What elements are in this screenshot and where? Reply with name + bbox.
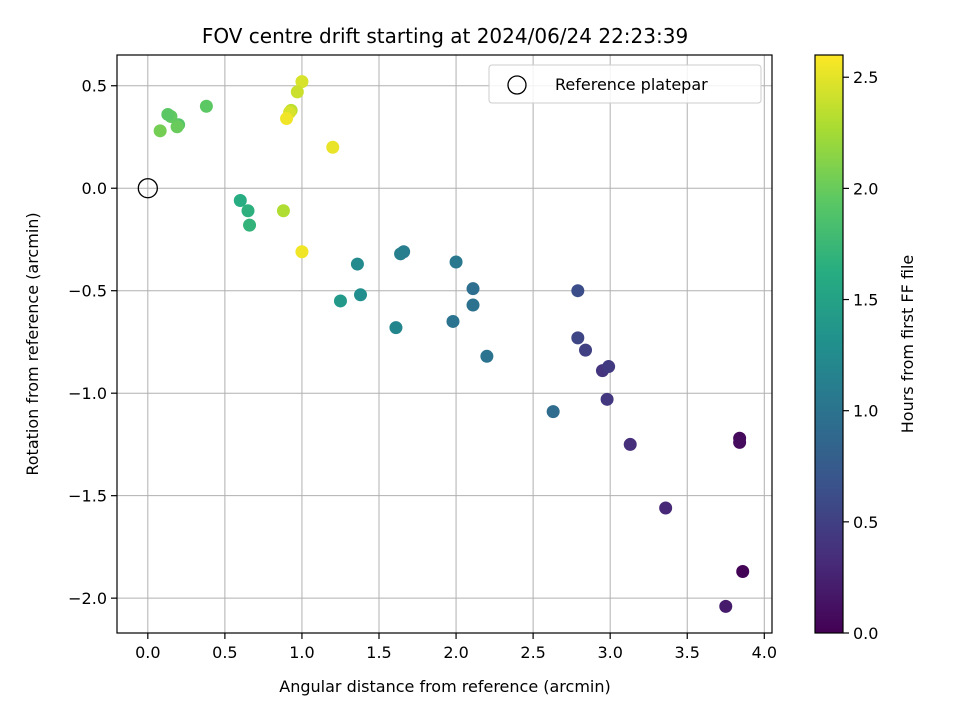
data-point [326, 140, 340, 154]
y-axis-label: Rotation from reference (arcmin) [23, 212, 42, 475]
colorbar-frame [814, 54, 844, 634]
data-point [276, 204, 290, 218]
x-tick-label: 1.0 [289, 643, 314, 662]
data-point [161, 107, 175, 121]
data-points [153, 75, 750, 613]
data-point [546, 405, 560, 419]
x-tick-label: 2.5 [520, 643, 545, 662]
legend: Reference platepar [488, 64, 762, 104]
data-point [446, 314, 460, 328]
colorbar-tick-label: 2.5 [853, 68, 878, 87]
legend-box [488, 64, 762, 104]
x-tick-label: 3.5 [675, 643, 700, 662]
data-point [571, 284, 585, 298]
grid [117, 55, 772, 633]
x-tick-label: 0.0 [135, 643, 160, 662]
y-axis: 0.5 0.0 −0.5 −1.0 −1.5 −2.0 [68, 77, 117, 608]
data-point [480, 349, 494, 363]
plot-frame [116, 54, 773, 634]
y-tick-label: 0.5 [82, 77, 107, 96]
x-axis-label: Angular distance from reference (arcmin) [279, 677, 610, 696]
x-tick-label: 4.0 [752, 643, 777, 662]
data-point [659, 501, 673, 515]
data-point [600, 392, 614, 406]
x-tick-label: 3.0 [597, 643, 622, 662]
data-point [602, 360, 616, 374]
data-point [394, 247, 408, 261]
reference-marker-group [137, 178, 158, 199]
colorbar: 0.0 0.5 1.0 1.5 2.0 2.5 Hours from first FF f… [814, 54, 917, 643]
data-point [153, 124, 167, 138]
x-tick-label: 2.0 [443, 643, 468, 662]
data-point [280, 112, 294, 126]
data-point [579, 343, 593, 357]
data-point [243, 218, 257, 232]
data-point [199, 99, 213, 113]
data-point [571, 331, 585, 345]
data-point [449, 255, 463, 269]
data-point [623, 437, 637, 451]
y-tick-label: −0.5 [68, 282, 107, 301]
chart-title: FOV centre drift starting at 2024/06/24 … [202, 24, 688, 48]
data-point [295, 245, 309, 259]
data-point [333, 294, 347, 308]
x-axis: 0.0 0.5 1.0 1.5 2.0 2.5 3.0 3.5 4.0 [135, 633, 777, 662]
data-point [233, 194, 247, 208]
y-tick-label: −1.5 [68, 487, 107, 506]
data-point [354, 288, 368, 302]
data-point [295, 75, 309, 89]
colorbar-tick-label: 1.0 [853, 402, 878, 421]
colorbar-tick-label: 0.5 [853, 513, 878, 532]
reference-marker [137, 178, 158, 199]
colorbar-tick-label: 1.5 [853, 291, 878, 310]
colorbar-ticks: 0.0 0.5 1.0 1.5 2.0 2.5 [843, 68, 878, 643]
colorbar-tick-label: 0.0 [853, 624, 878, 643]
y-tick-label: 0.0 [82, 179, 107, 198]
data-point [733, 435, 747, 449]
data-point [466, 282, 480, 296]
x-tick-label: 1.5 [366, 643, 391, 662]
x-tick-label: 0.5 [212, 643, 237, 662]
y-tick-label: −2.0 [68, 589, 107, 608]
data-point [241, 204, 255, 218]
data-point [389, 321, 403, 335]
data-point [719, 599, 733, 613]
data-point [170, 120, 184, 134]
legend-reference-marker [507, 75, 527, 95]
data-point [350, 257, 364, 271]
colorbar-label: Hours from first FF file [898, 255, 917, 434]
legend-label-reference-platepar: Reference platepar [555, 75, 708, 94]
data-point [466, 298, 480, 312]
colorbar-tick-label: 2.0 [853, 179, 878, 198]
data-point [290, 85, 304, 99]
y-tick-label: −1.0 [68, 384, 107, 403]
data-point [736, 565, 750, 579]
colorbar-gradient [815, 55, 843, 633]
